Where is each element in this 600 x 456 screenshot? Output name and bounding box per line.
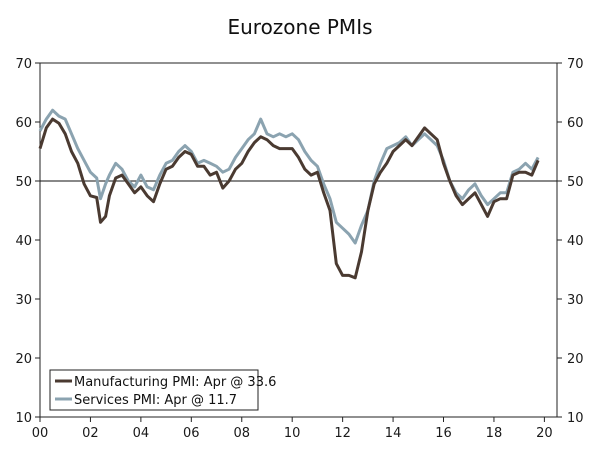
x-tick-label: 18 (486, 426, 503, 441)
x-tick-label: 16 (435, 426, 452, 441)
legend-box (49, 369, 259, 411)
y-tick-label-right: 10 (567, 411, 584, 426)
legend-label-services: Services PMI: Apr @ 11.7 (74, 393, 237, 408)
y-tick-label-right: 20 (567, 352, 584, 367)
x-tick-label: 00 (32, 426, 49, 441)
series-line-services (38, 108, 540, 245)
chart-title: Eurozone PMIs (227, 15, 372, 39)
x-tick-label: 20 (536, 426, 553, 441)
plot-frame (39, 62, 558, 418)
series-line-manufacturing (38, 117, 540, 280)
y-tick-label-right: 40 (567, 234, 584, 249)
x-tick-label: 08 (233, 426, 250, 441)
series-layer (38, 108, 540, 280)
x-tick-label: 04 (133, 426, 150, 441)
x-tick-label: 02 (82, 426, 99, 441)
x-tick-label: 14 (385, 426, 402, 441)
axis-ticks: 10 10 20 20 30 30 40 40 50 50 60 60 70 70 00 02 04 06 08 10… (15, 57, 583, 441)
legend-label-manufacturing: Manufacturing PMI: Apr @ 33.6 (74, 375, 276, 390)
x-tick-label: 06 (183, 426, 200, 441)
y-tick-label-left: 10 (15, 411, 32, 426)
legend: Manufacturing PMI: Apr @ 33.6 Services P… (49, 369, 276, 411)
x-tick-label: 12 (334, 426, 351, 441)
y-tick-label-right: 30 (567, 293, 584, 308)
y-tick-label-right: 50 (567, 175, 584, 190)
x-tick-label: 10 (284, 426, 301, 441)
y-tick-label-right: 70 (567, 57, 584, 72)
y-tick-label-right: 60 (567, 116, 584, 131)
y-tick-label-left: 60 (15, 116, 32, 131)
y-tick-label-left: 20 (15, 352, 32, 367)
y-tick-label-left: 70 (15, 57, 32, 72)
y-tick-label-left: 40 (15, 234, 32, 249)
y-tick-label-left: 30 (15, 293, 32, 308)
y-tick-label-left: 50 (15, 175, 32, 190)
